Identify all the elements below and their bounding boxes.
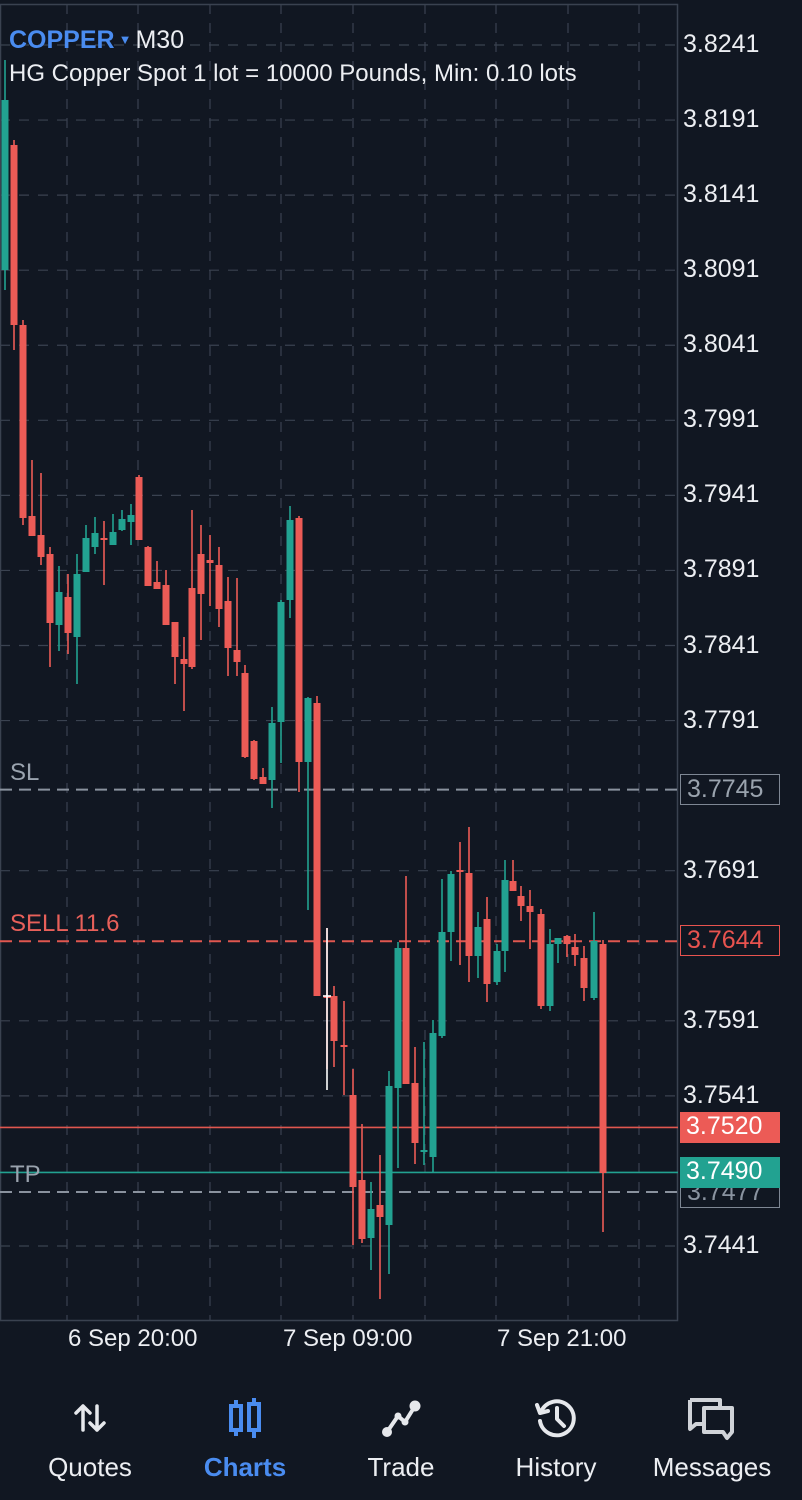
arrows-up-down-icon bbox=[74, 1404, 106, 1432]
candlestick-icon bbox=[229, 1398, 261, 1438]
price-tick-label: 3.7991 bbox=[683, 405, 760, 434]
nav-messages[interactable]: Messages bbox=[637, 1394, 787, 1483]
nav-label-trade: Trade bbox=[367, 1452, 435, 1482]
symbol-description: HG Copper Spot 1 lot = 10000 Pounds, Min… bbox=[9, 60, 577, 87]
sl-line-label: SL bbox=[10, 759, 40, 786]
price-tick-label: 3.7891 bbox=[683, 555, 760, 584]
price-tick-label: 3.7841 bbox=[683, 630, 760, 659]
candlestick-plot[interactable] bbox=[0, 0, 802, 1380]
price-tick-label: 3.7941 bbox=[683, 480, 760, 509]
price-tick-label: 3.8041 bbox=[683, 330, 760, 359]
time-tick-label: 7 Sep 09:00 bbox=[283, 1325, 413, 1352]
price-tick-label: 3.8241 bbox=[683, 30, 760, 58]
price-tick-label: 3.7441 bbox=[683, 1231, 760, 1259]
bid-price-tag: 3.7520 bbox=[680, 1112, 780, 1143]
history-clock-icon bbox=[535, 1399, 576, 1438]
nav-trade[interactable]: Trade bbox=[326, 1394, 476, 1483]
timeframe-label[interactable]: M30 bbox=[135, 26, 185, 54]
tp-price-tag: 3.7490 bbox=[680, 1157, 780, 1188]
symbol-header: COPPER ▼ M30 bbox=[9, 26, 184, 55]
chat-bubbles-icon bbox=[688, 1398, 734, 1440]
symbol-selector[interactable]: COPPER bbox=[9, 26, 115, 54]
dropdown-caret-icon[interactable]: ▼ bbox=[118, 32, 132, 47]
price-tick-label: 3.7791 bbox=[683, 705, 760, 734]
trend-line-icon bbox=[382, 1400, 421, 1437]
nav-label-charts: Charts bbox=[203, 1452, 287, 1482]
nav-history[interactable]: History bbox=[481, 1394, 631, 1483]
price-tick-label: 3.8141 bbox=[683, 180, 760, 209]
nav-label-messages: Messages bbox=[652, 1452, 772, 1482]
nav-quotes[interactable]: Quotes bbox=[15, 1394, 165, 1483]
time-tick-label: 6 Sep 20:00 bbox=[68, 1325, 198, 1352]
sell-price-tag: 3.7644 bbox=[680, 925, 780, 956]
price-tick-label: 3.8191 bbox=[683, 105, 760, 134]
price-tick-label: 3.7591 bbox=[683, 1005, 760, 1034]
price-tick-label: 3.7541 bbox=[683, 1080, 760, 1109]
sl-price-tag: 3.7745 bbox=[680, 774, 780, 805]
nav-charts[interactable]: Charts bbox=[170, 1394, 320, 1483]
price-tick-label: 3.7691 bbox=[683, 855, 760, 884]
nav-label-history: History bbox=[515, 1452, 597, 1482]
bottom-navigation: Quotes Charts Trade History bbox=[0, 1380, 802, 1500]
tp-line-label: TP bbox=[10, 1161, 41, 1188]
sell-position-label[interactable]: SELL 11.6 bbox=[10, 910, 120, 937]
price-tick-label: 3.8091 bbox=[683, 255, 760, 284]
nav-label-quotes: Quotes bbox=[48, 1452, 132, 1482]
chart-area[interactable]: COPPER ▼ M30 HG Copper Spot 1 lot = 10000 … bbox=[0, 0, 802, 1380]
time-tick-label: 7 Sep 21:00 bbox=[497, 1325, 627, 1352]
